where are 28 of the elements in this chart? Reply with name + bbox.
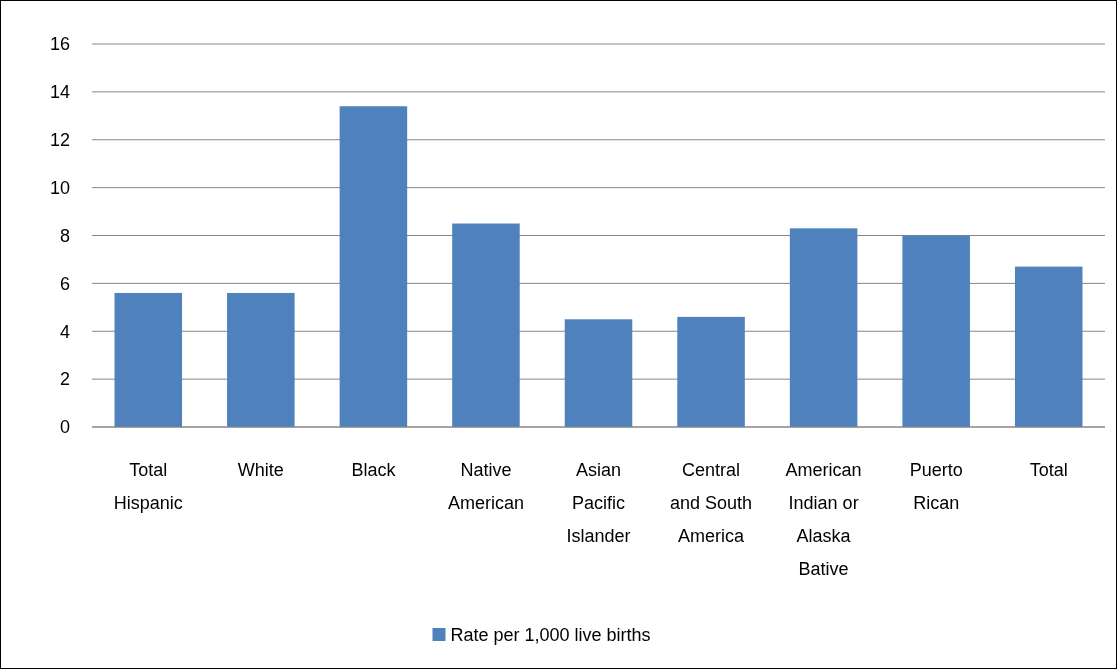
y-tick-label: 8	[59, 225, 70, 246]
y-tick-label: 16	[49, 34, 70, 55]
x-tick-label: Puerto Rican	[909, 460, 963, 513]
y-tick-label: 0	[59, 417, 70, 438]
y-tick-label: 4	[59, 321, 70, 342]
bar	[1014, 266, 1083, 427]
bar	[114, 292, 183, 427]
x-tick-label: Total	[1029, 460, 1068, 480]
y-tick-label: 6	[59, 273, 70, 294]
y-tick-label: 14	[49, 82, 70, 103]
y-tick-label: 2	[59, 369, 70, 390]
bar	[902, 235, 970, 427]
x-tick-label: Central and South America	[670, 460, 753, 546]
y-tick-label: 10	[49, 177, 70, 198]
x-tick-label: White	[237, 460, 284, 480]
bar	[227, 292, 295, 427]
legend-label: Rate per 1,000 live births	[450, 625, 651, 646]
x-tick-label: Black	[351, 460, 397, 480]
bar	[677, 316, 745, 427]
bar	[452, 223, 520, 427]
x-tick-label: Native American	[447, 460, 524, 513]
y-tick-label: 12	[49, 130, 70, 151]
x-tick-label: Total Hispanic	[113, 460, 183, 513]
bar	[564, 319, 633, 427]
x-tick-label: American Indian or Alaska Bative	[785, 460, 862, 579]
x-tick-label: Asian Pacific Islander	[566, 460, 631, 546]
bar	[339, 106, 408, 427]
bar	[789, 228, 858, 427]
